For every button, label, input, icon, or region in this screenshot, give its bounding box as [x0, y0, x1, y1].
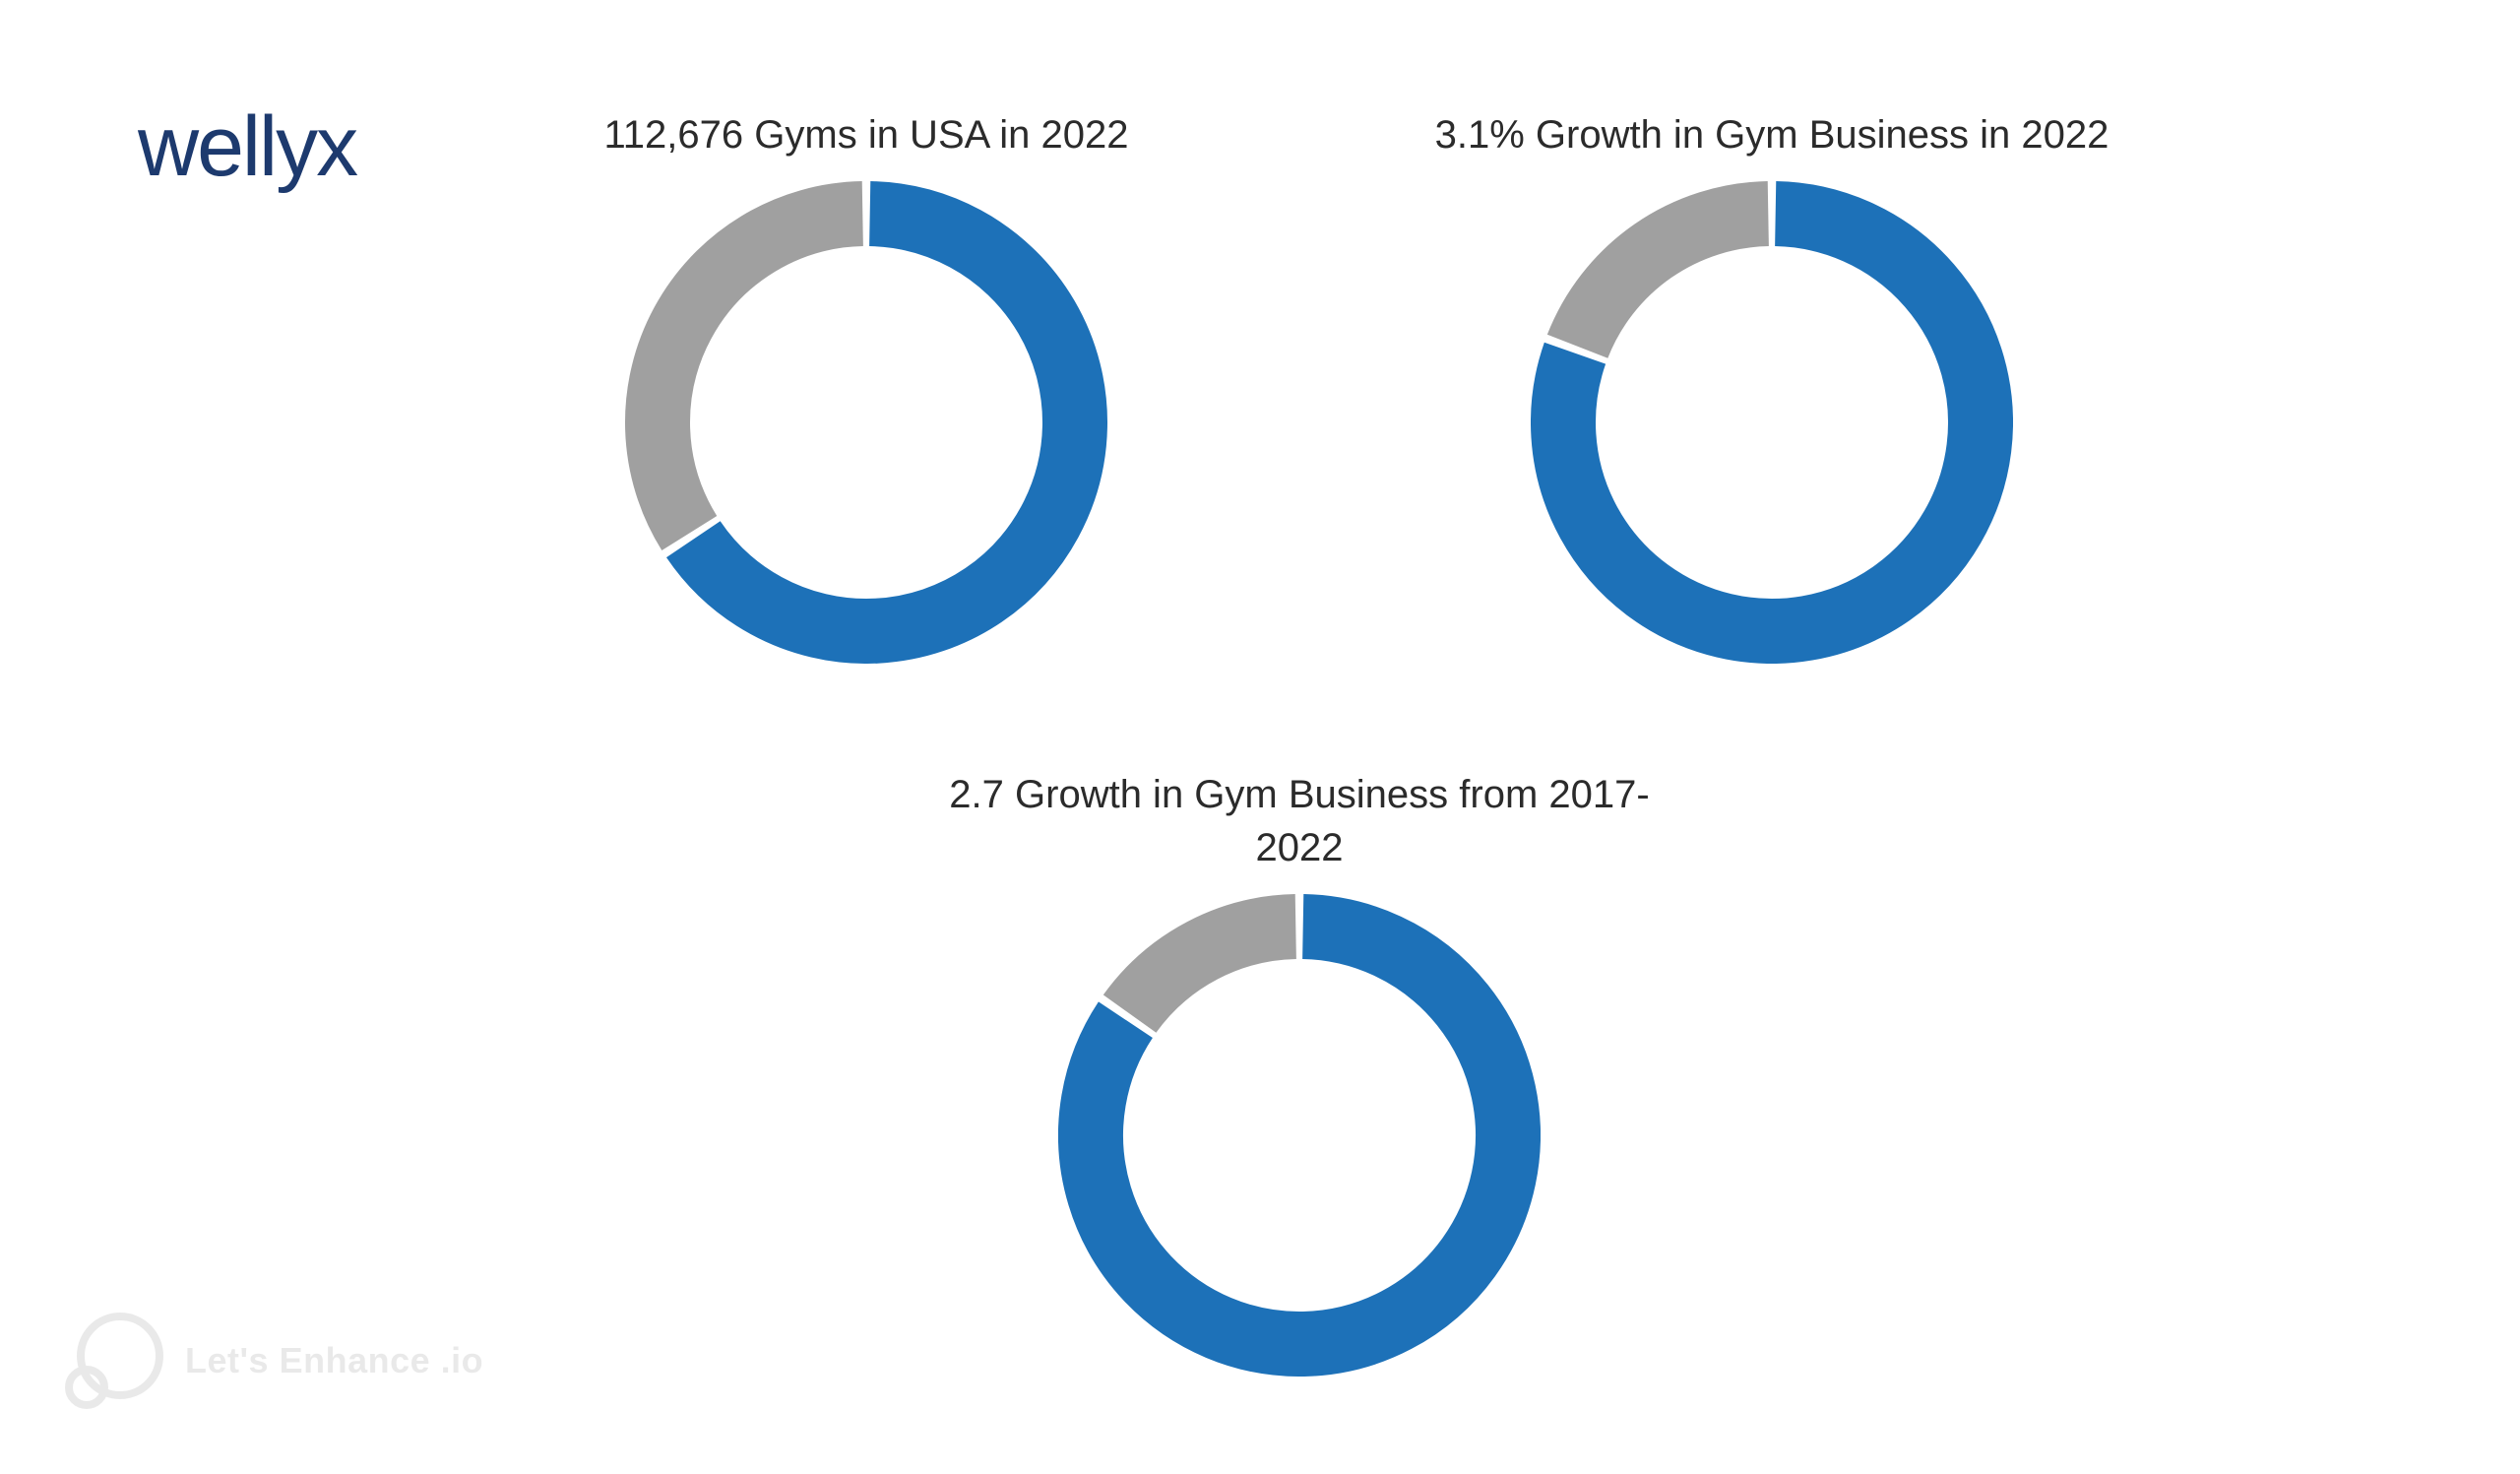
watermark-icon — [59, 1307, 167, 1415]
watermark: Let's Enhance .io — [59, 1307, 483, 1415]
donut-container — [625, 181, 1107, 669]
chart-growth-2022: 3.1% Growth in Gym Business in 2022 — [1418, 108, 2126, 669]
donut-secondary-arc — [1578, 214, 1769, 347]
donut-container — [1531, 181, 2013, 669]
watermark-text: Let's Enhance .io — [185, 1342, 483, 1379]
chart-title: 112,676 Gyms in USA in 2022 — [512, 108, 1221, 161]
donut-svg — [1058, 894, 1541, 1377]
donut-container — [1058, 894, 1541, 1381]
chart-title: 3.1% Growth in Gym Business in 2022 — [1418, 108, 2126, 161]
chart-growth-2017-2022: 2.7 Growth in Gym Business from 2017- 20… — [945, 768, 1654, 1381]
brand-logo: wellyx — [138, 98, 356, 196]
donut-secondary-arc — [658, 214, 862, 533]
donut-secondary-arc — [1130, 927, 1296, 1014]
chart-gyms-usa-2022: 112,676 Gyms in USA in 2022 — [512, 108, 1221, 669]
donut-svg — [1531, 181, 2013, 664]
donut-svg — [625, 181, 1107, 664]
chart-title: 2.7 Growth in Gym Business from 2017- 20… — [945, 768, 1654, 874]
